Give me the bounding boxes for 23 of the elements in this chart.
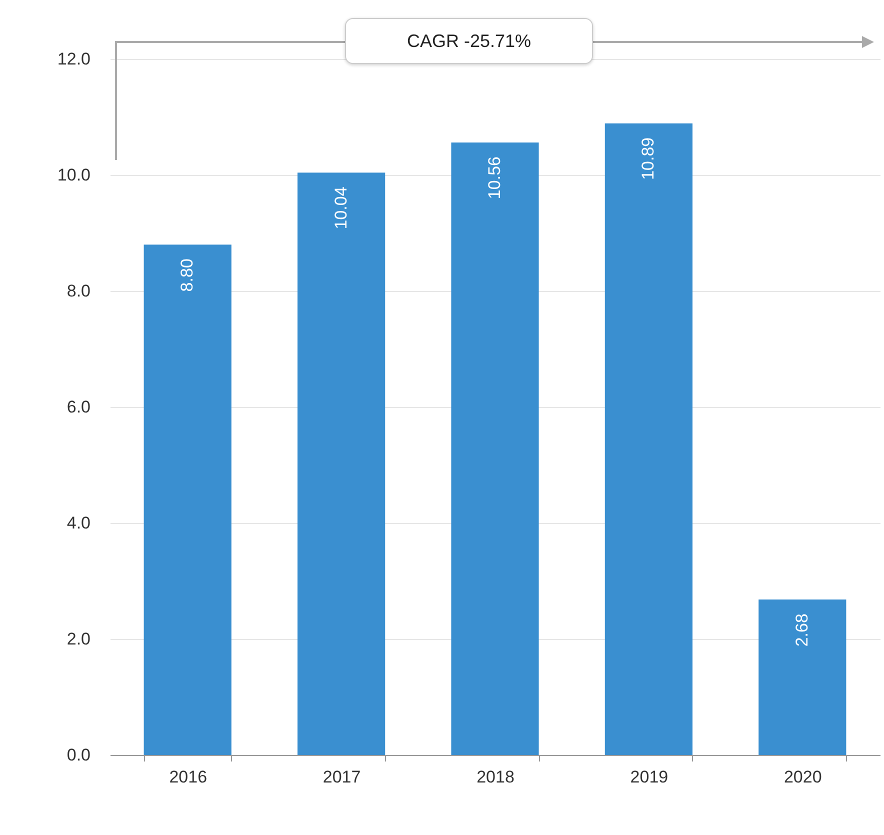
callout-box: CAGR -25.71%: [345, 18, 593, 64]
y-tick-label: 10.0: [57, 166, 90, 184]
y-tick-label: 8.0: [66, 282, 90, 300]
data-label: 10.04: [331, 186, 350, 230]
bar: [298, 172, 386, 755]
x-tick-label: 2017: [322, 768, 361, 786]
x-tick-label: 2016: [169, 768, 208, 786]
y-tick-label: 6.0: [66, 398, 90, 416]
data-label: 10.56: [485, 156, 504, 200]
data-label: 10.89: [638, 137, 658, 180]
y-tick-label: 2.0: [66, 630, 90, 648]
bar: [604, 123, 692, 755]
data-label: 8.80: [178, 258, 197, 292]
y-tick-label: 4.0: [66, 514, 90, 532]
x-tick-label: 2018: [476, 768, 514, 786]
y-tick-label: 12.0: [57, 50, 90, 68]
x-tick-label: 2020: [784, 768, 822, 786]
y-tick-label: 0.0: [66, 746, 90, 764]
bar: [758, 600, 846, 755]
data-label: 2.68: [792, 614, 812, 647]
bar: [451, 142, 539, 755]
bar: [144, 244, 232, 755]
x-tick-label: 2019: [630, 768, 668, 786]
